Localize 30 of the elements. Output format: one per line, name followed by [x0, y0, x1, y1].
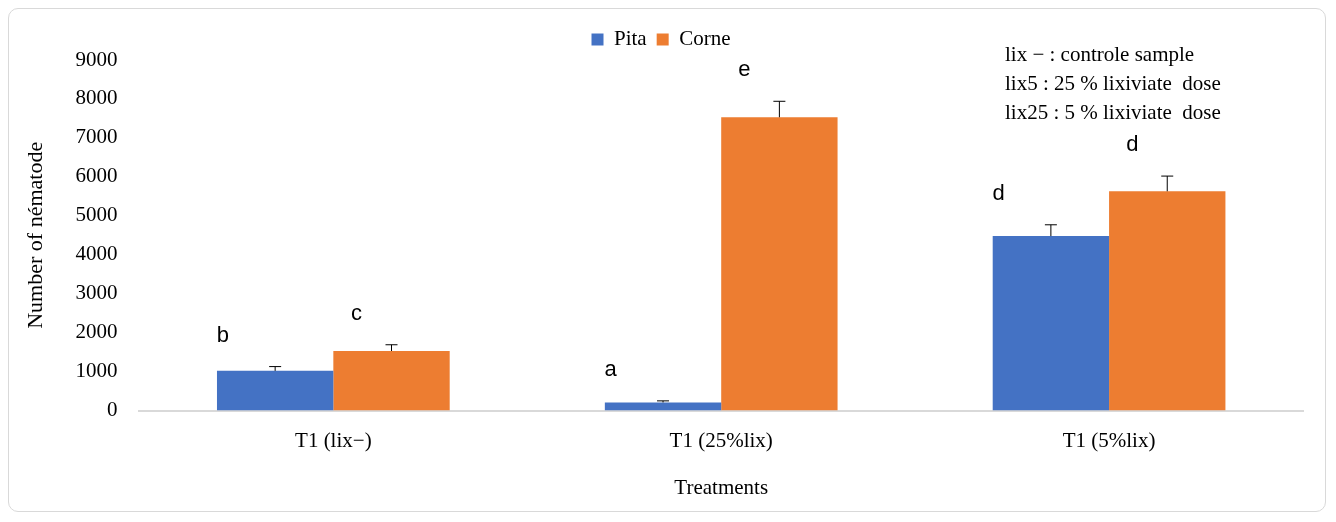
legend-label: Pita — [614, 26, 648, 51]
legend-label: Corne — [679, 26, 731, 51]
bar — [992, 236, 1110, 411]
x-tick-label: T1 (5%lix) — [1062, 427, 1156, 452]
bar — [333, 351, 450, 411]
y-tick-label: 1000 — [75, 358, 118, 383]
bar — [721, 117, 838, 411]
bar — [1109, 191, 1226, 411]
y-tick-label: 0 — [106, 397, 118, 422]
annotation: lix − : controle sample lix5 : 25 % lixiviate dose lix25 : 5 % lixiviate dose — [1005, 42, 1221, 125]
annotation: d — [1126, 131, 1139, 157]
y-tick-label: 3000 — [75, 280, 118, 305]
y-tick-label: 8000 — [75, 85, 118, 110]
y-tick-label: 9000 — [75, 46, 118, 71]
y-axis-title: Number of nématode — [21, 141, 47, 329]
bar — [604, 402, 722, 411]
x-tick-label: T1 (25%lix) — [669, 427, 773, 452]
x-axis-title: Treatments — [674, 474, 769, 499]
annotation: b — [216, 321, 229, 347]
y-tick-label: 2000 — [75, 319, 118, 344]
annotation: d — [992, 179, 1005, 205]
y-tick-label: 7000 — [75, 124, 118, 149]
annotation: a — [604, 355, 618, 381]
x-tick-label: T1 (lix−) — [295, 427, 372, 452]
y-tick-label: 5000 — [75, 202, 118, 227]
bar — [216, 370, 334, 411]
y-tick-label: 6000 — [75, 163, 118, 188]
annotation: c — [351, 299, 363, 325]
y-tick-label: 4000 — [75, 241, 118, 266]
annotation: e — [738, 56, 751, 82]
